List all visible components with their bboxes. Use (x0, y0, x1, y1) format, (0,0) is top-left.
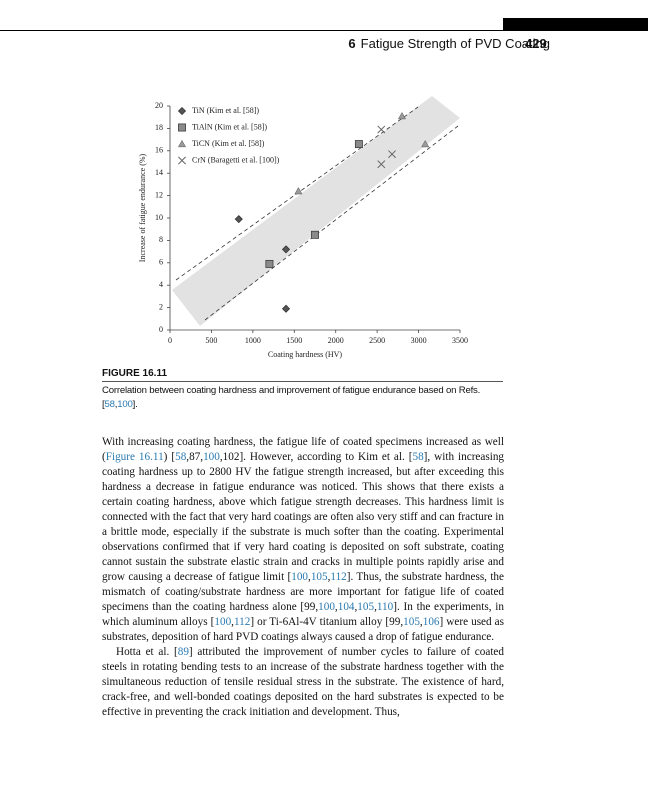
running-header: 6 Fatigue Strength of PVD Coating (348, 36, 550, 51)
paragraph: Hotta et al. [89] attributed the improve… (102, 645, 504, 720)
text-run: ]. In the experiments, in which aluminum… (102, 601, 504, 628)
citation[interactable]: 112 (233, 616, 251, 628)
text-run: , (327, 571, 331, 583)
text-run: , (334, 601, 338, 613)
y-tick-label: 10 (155, 213, 163, 222)
text-run: With increasing coating hardness, the fa… (102, 436, 504, 463)
legend-marker (178, 156, 186, 165)
figure-caption: Correlation between coating hardness and… (102, 384, 507, 412)
text-run: , (308, 571, 311, 583)
chapter-title: Fatigue Strength of PVD Coating (360, 36, 550, 51)
y-tick-label: 2 (159, 302, 163, 311)
header-bar (503, 18, 648, 30)
citation[interactable]: 105 (357, 601, 375, 613)
y-tick-label: 0 (159, 325, 163, 334)
text-run: ] were used as substrates, deposition of… (102, 616, 504, 643)
legend-marker (178, 123, 186, 132)
x-axis-label: Coating hardness (HV) (268, 350, 343, 359)
citation[interactable]: 58 (412, 451, 424, 463)
y-tick-label: 16 (155, 146, 163, 155)
citation[interactable]: 110 (376, 601, 394, 613)
body-text: With increasing coating hardness, the fa… (102, 435, 504, 720)
text-run: , (419, 616, 423, 628)
citation[interactable]: 89 (177, 646, 189, 658)
text-run: , (114, 399, 118, 410)
text-run: ]. (132, 399, 138, 410)
text-run: , (231, 616, 234, 628)
citation[interactable]: 105 (310, 571, 328, 583)
x-tick-label: 3000 (411, 336, 427, 345)
point (234, 215, 243, 224)
point (265, 259, 274, 268)
point (388, 150, 397, 159)
citation[interactable]: 58 (175, 451, 187, 463)
legend-marker (177, 106, 187, 116)
chart: 0 500 1000 1500 2000 2500 3000 3500 0 2 4 6 8 10 12 14 1… (138, 96, 468, 359)
paragraph: With increasing coating hardness, the fa… (102, 435, 504, 645)
x-tick-label: 1500 (286, 336, 302, 345)
y-tick-label: 14 (155, 168, 163, 177)
y-tick-label: 20 (155, 101, 163, 110)
citation[interactable]: 100 (214, 616, 232, 628)
x-tick-label: 0 (168, 336, 172, 345)
citation[interactable]: Figure 16.11 (105, 451, 164, 463)
text-run: ,102]. However, according to Kim et al. … (219, 451, 413, 463)
y-axis-label: Increase of fatigue endurance (%) (138, 153, 147, 262)
text-run: ] attributed the improvement of number c… (102, 646, 504, 718)
text-run: , (354, 601, 358, 613)
caption-rule (102, 381, 503, 382)
page-number: 429 (525, 36, 547, 51)
point (421, 139, 430, 148)
y-tick-label: 6 (159, 258, 163, 267)
text-run: ]. Thus, the substrate hardness, the mis… (102, 571, 504, 613)
point (397, 111, 407, 120)
citation[interactable]: 100 (318, 601, 335, 613)
text-run: ,87, (186, 451, 204, 463)
x-tick-label: 3500 (452, 336, 468, 345)
y-tick-label: 12 (155, 190, 163, 199)
text-run: ) [ (163, 451, 176, 463)
point (281, 245, 291, 254)
chapter-number: 6 (348, 36, 356, 51)
citation[interactable]: 58 (104, 399, 115, 410)
point (377, 125, 386, 134)
text-run: Hotta et al. [ (116, 646, 178, 658)
legend-marker (177, 139, 187, 148)
citation[interactable]: 100 (291, 571, 309, 583)
point (354, 140, 363, 149)
figure-label: FIGURE 16.11 (102, 368, 168, 379)
citation[interactable]: 105 (403, 616, 420, 628)
legend-label: TiCN (Kim et al. [58]) (192, 139, 265, 148)
legend-label: TiAlN (Kim et al. [58]) (192, 122, 267, 131)
x-tick-label: 1000 (245, 336, 261, 345)
y-tick-label: 18 (155, 123, 163, 132)
header-rule (0, 30, 648, 31)
y-tick-label: 4 (159, 280, 163, 289)
citation[interactable]: 112 (330, 571, 347, 583)
confidence-band (172, 96, 460, 326)
point (377, 160, 386, 169)
legend-label: CrN (Baragetti et al. [100]) (192, 155, 280, 164)
x-tick-label: 2500 (369, 336, 385, 345)
point (294, 187, 303, 195)
x-tick-label: 500 (205, 336, 217, 345)
citation[interactable]: 104 (337, 601, 355, 613)
citation[interactable]: 106 (422, 616, 440, 628)
citation[interactable]: 100 (117, 399, 133, 410)
text-run: ] or Ti-6Al-4V titanium alloy [99, (250, 616, 404, 628)
x-tick-label: 2000 (328, 336, 344, 345)
citation[interactable]: 100 (203, 451, 220, 463)
y-tick-label: 8 (159, 235, 163, 244)
text-run: ], with increasing coating hardness up t… (102, 451, 505, 583)
point (311, 230, 319, 239)
text-run: Correlation between coating hardness and… (102, 385, 481, 410)
point (281, 304, 291, 313)
text-run: , (374, 601, 377, 613)
legend-label: TiN (Kim et al. [58]) (192, 106, 259, 115)
